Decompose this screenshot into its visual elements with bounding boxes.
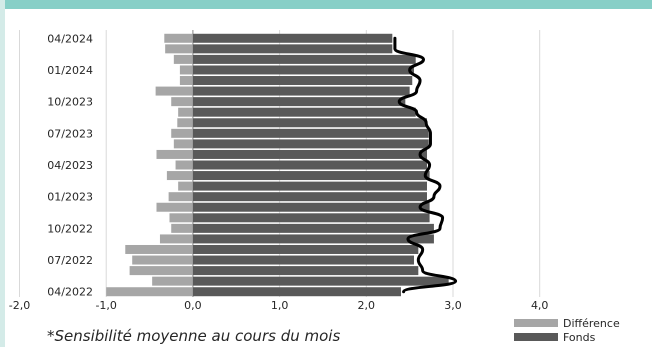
bar-difference-17 — [178, 107, 193, 117]
bar-difference-16 — [177, 118, 193, 128]
y-tick-label-1: 07/2022 — [47, 254, 93, 267]
y-tick-label-7: 01/2024 — [47, 64, 93, 77]
legend-swatch-fonds — [514, 333, 558, 341]
bar-difference-0 — [106, 287, 193, 297]
footnote: *Sensibilité moyenne au cours du mois — [47, 327, 341, 345]
bar-fonds-17 — [192, 107, 416, 117]
bar-fonds-13 — [192, 149, 427, 159]
bar-fonds-2 — [192, 266, 419, 276]
bar-fonds-9 — [192, 192, 427, 202]
bar-fonds-10 — [192, 181, 427, 191]
bar-difference-6 — [171, 223, 193, 233]
bar-difference-8 — [156, 202, 193, 212]
bar-fonds-24 — [192, 33, 393, 43]
bar-fonds-20 — [192, 76, 413, 86]
bar-fonds-22 — [192, 54, 416, 64]
bar-difference-1 — [152, 276, 193, 286]
x-tick-label-2: 0,0 — [184, 299, 202, 312]
bar-difference-5 — [159, 234, 193, 244]
bar-fonds-18 — [192, 97, 406, 107]
bar-fonds-16 — [192, 118, 427, 128]
bar-fonds-4 — [192, 244, 419, 254]
bar-difference-20 — [179, 76, 193, 86]
bar-fonds-6 — [192, 223, 434, 233]
y-tick-label-0: 04/2022 — [47, 286, 93, 299]
sensitivity-line — [393, 36, 458, 294]
legend-label-difference: Différence — [563, 317, 620, 330]
bar-difference-9 — [168, 192, 193, 202]
y-tick-label-4: 04/2023 — [47, 159, 93, 172]
y-tick-label-2: 10/2022 — [47, 222, 93, 235]
bar-difference-23 — [165, 44, 193, 54]
x-tick-label-3: 1,0 — [271, 299, 289, 312]
bar-fonds-12 — [192, 160, 427, 170]
bar-difference-22 — [173, 54, 193, 64]
bar-fonds-0 — [192, 287, 401, 297]
bar-fonds-11 — [192, 171, 430, 181]
bar-difference-10 — [178, 181, 193, 191]
y-tick-label-5: 07/2023 — [47, 127, 93, 140]
bar-fonds-15 — [192, 128, 429, 138]
bar-fonds-14 — [192, 139, 429, 149]
bar-fonds-8 — [192, 202, 430, 212]
x-tick-label-4: 2,0 — [358, 299, 376, 312]
bar-difference-2 — [129, 266, 193, 276]
bar-difference-11 — [166, 171, 193, 181]
bar-fonds-19 — [192, 86, 410, 96]
x-tick-label-6: 4,0 — [531, 299, 549, 312]
bar-difference-12 — [175, 160, 193, 170]
bar-fonds-3 — [192, 255, 414, 265]
legend-label-fonds: Fonds — [563, 331, 596, 344]
bar-difference-15 — [171, 128, 193, 138]
bar-fonds-1 — [192, 276, 449, 286]
x-tick-label-1: -1,0 — [95, 299, 116, 312]
bar-difference-14 — [173, 139, 193, 149]
y-tick-label-8: 04/2024 — [47, 32, 93, 45]
x-tick-labels: -2,0 -1,0 0,0 1,0 2,0 3,0 4,0 — [9, 299, 549, 312]
x-tick-label-0: -2,0 — [9, 299, 30, 312]
left-edge-strip — [0, 0, 5, 347]
bar-difference-18 — [171, 97, 193, 107]
y-tick-labels: 04/2022 07/2022 10/2022 01/2023 04/2023 07/20… — [47, 32, 93, 298]
bar-difference-21 — [179, 65, 193, 75]
x-tick-label-5: 3,0 — [444, 299, 462, 312]
bar-difference-19 — [155, 86, 193, 96]
top-accent-bar — [0, 0, 652, 9]
bar-difference-7 — [169, 213, 193, 223]
y-tick-label-3: 01/2023 — [47, 191, 93, 204]
legend-swatch-difference — [514, 319, 558, 327]
bar-difference-24 — [164, 33, 193, 43]
bar-difference-3 — [132, 255, 193, 265]
bars — [106, 33, 449, 297]
line-series-0 — [393, 36, 458, 294]
bar-fonds-23 — [192, 44, 393, 54]
y-tick-label-6: 10/2023 — [47, 96, 93, 109]
bar-difference-4 — [125, 244, 193, 254]
bar-difference-13 — [156, 149, 193, 159]
bar-fonds-7 — [192, 213, 430, 223]
legend: Différence Fonds — [514, 317, 620, 344]
bar-fonds-21 — [192, 65, 414, 75]
bar-fonds-5 — [192, 234, 434, 244]
